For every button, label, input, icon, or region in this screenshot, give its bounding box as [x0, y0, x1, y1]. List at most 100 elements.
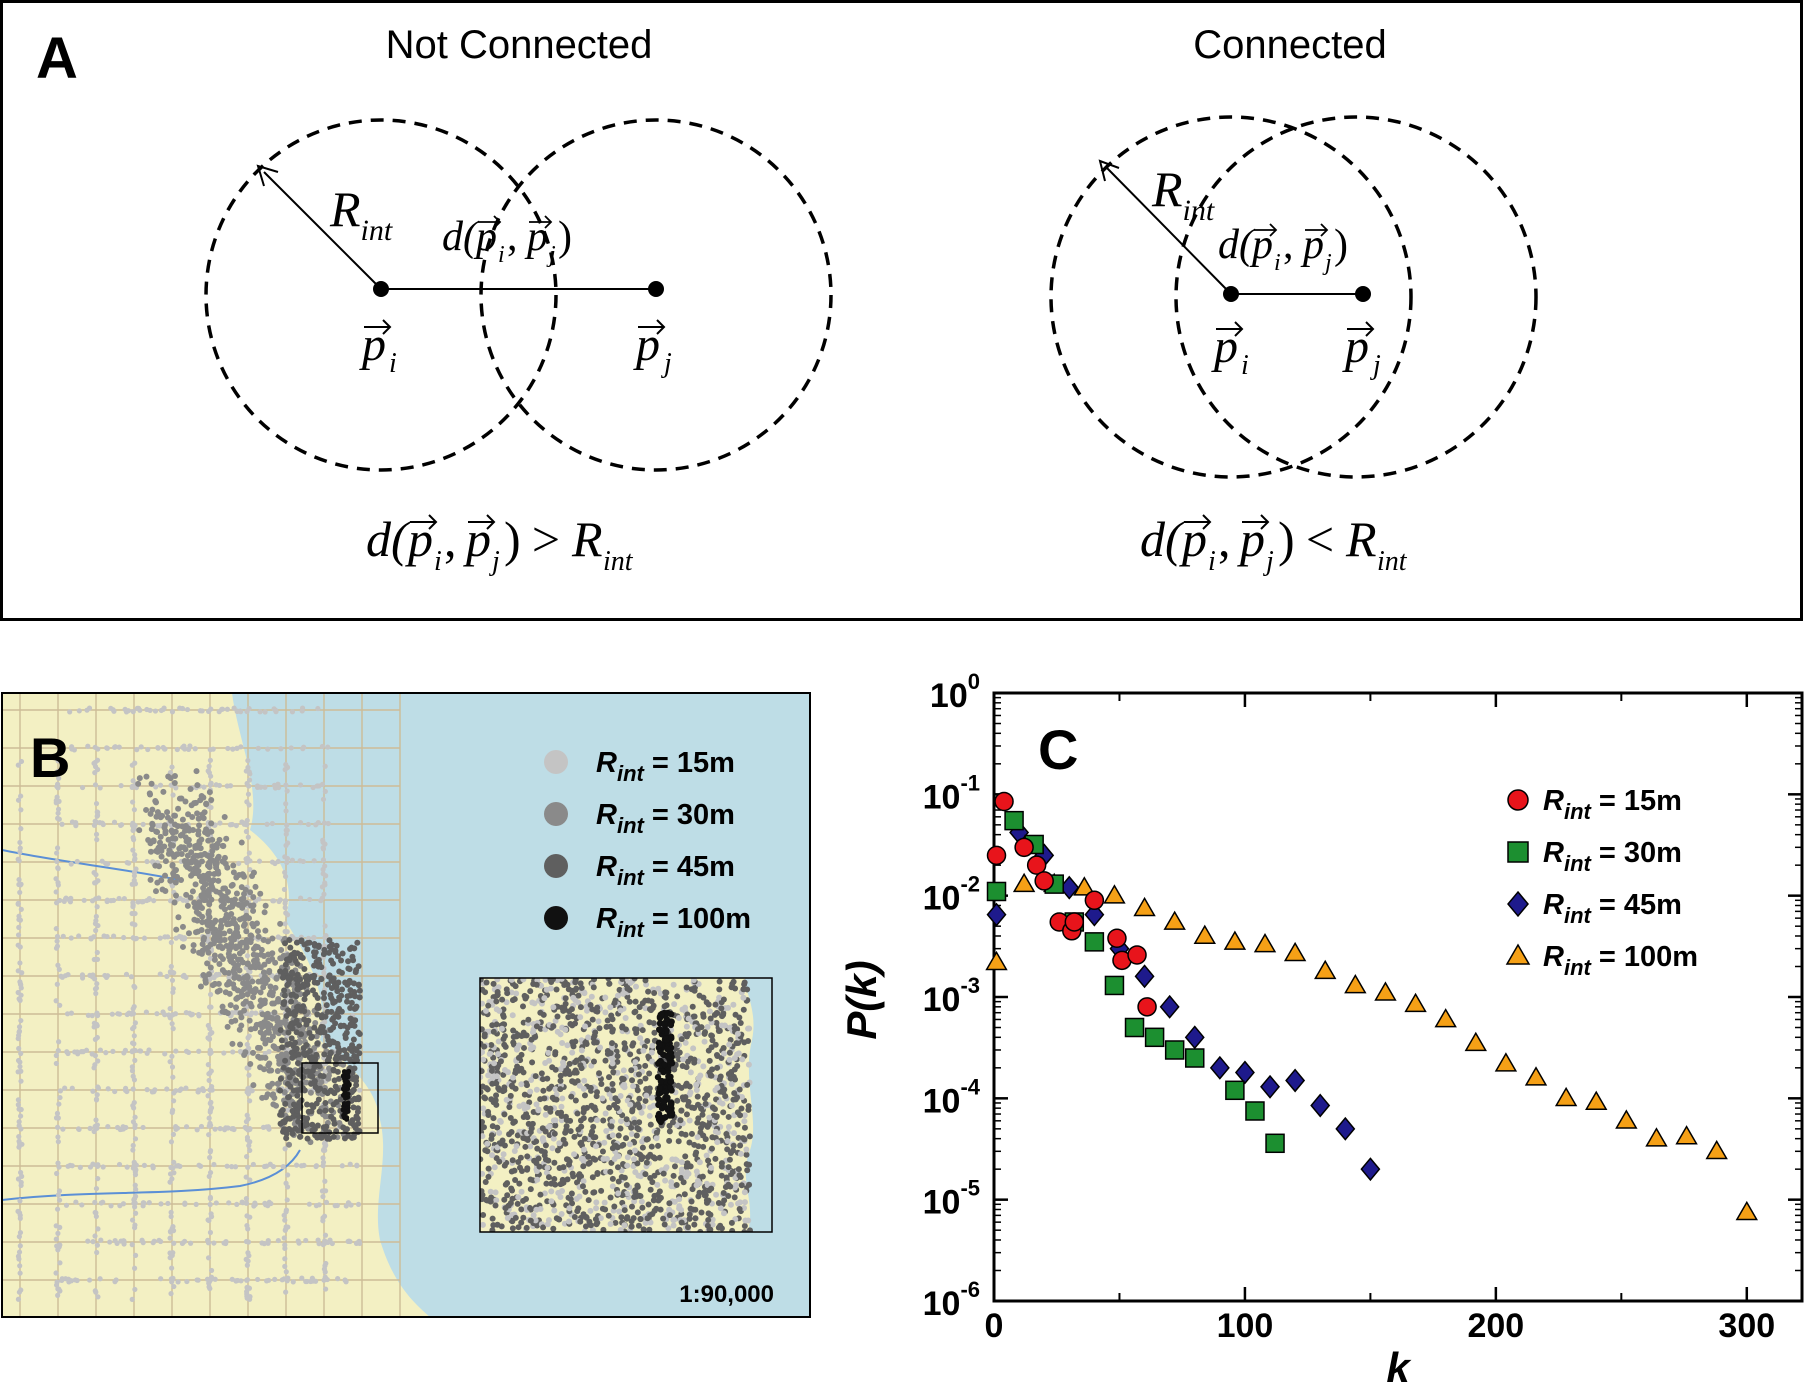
svg-text:p: p: [463, 511, 491, 567]
data-point-diamond: [1209, 1055, 1230, 1080]
data-point-diamond: [1335, 1116, 1356, 1141]
x-tick-label: 300: [1718, 1307, 1775, 1345]
svg-text:>: >: [532, 511, 560, 567]
panel-a-label: A: [36, 26, 78, 91]
svg-text:d(: d(: [442, 214, 480, 260]
data-point-circle: [986, 845, 1007, 866]
data-point-circle: [994, 791, 1014, 812]
svg-text:p: p: [1249, 222, 1273, 268]
legend-label: Rint = 45m: [1543, 889, 1682, 928]
data-point-triangle: [1585, 1090, 1608, 1110]
interaction-circle-j: [1174, 115, 1538, 479]
data-point-triangle: [1253, 933, 1277, 953]
river: [2, 1149, 301, 1201]
panel-a: A Not Connected Connected Rint d( p i , …: [0, 0, 1803, 621]
y-tick-label: 10-2: [923, 872, 980, 918]
point-j-label: p j: [633, 318, 672, 379]
legend-marker-diamond: [1507, 890, 1529, 918]
data-point-diamond: [1134, 964, 1155, 989]
data-point-circle: [1137, 997, 1157, 1017]
panel-c-label: C: [1038, 718, 1078, 781]
radius-label: Rint: [1151, 161, 1215, 227]
map-legend-marker: [544, 906, 568, 930]
data-point-triangle: [1163, 910, 1186, 930]
data-point-triangle: [1615, 1109, 1638, 1129]
svg-text:int: int: [603, 546, 634, 577]
svg-text:i: i: [1208, 546, 1216, 577]
svg-text:p: p: [359, 318, 386, 371]
data-point-square: [1184, 1048, 1205, 1068]
data-point-circle: [1064, 912, 1085, 932]
interaction-circle-j: [479, 118, 833, 472]
map-scale: 1:90,000: [679, 1281, 774, 1308]
point-j-dot: [1355, 286, 1371, 302]
point-j-label: p j: [1342, 320, 1381, 381]
data-point-triangle: [1012, 872, 1036, 893]
data-point-triangle: [1434, 1008, 1457, 1028]
svg-text:): ): [1334, 222, 1348, 268]
map-legend-marker: [544, 802, 568, 826]
data-point-triangle: [1073, 876, 1096, 896]
data-point-square: [1265, 1133, 1285, 1154]
svg-text:): ): [1278, 511, 1295, 567]
svg-text:j: j: [661, 348, 672, 379]
svg-text:p: p: [1179, 511, 1207, 567]
distance-label: d( p i , p j ): [442, 214, 572, 268]
data-point-triangle: [1103, 884, 1126, 904]
data-point-square: [1144, 1027, 1165, 1048]
inset-frame: [479, 977, 773, 1233]
point-j-dot: [648, 281, 664, 297]
data-point-square: [1245, 1101, 1265, 1121]
data-point-triangle: [1735, 1200, 1758, 1221]
svg-text:): ): [504, 511, 521, 567]
plot-frame: [992, 691, 1804, 1303]
map-legend-label: Rint = 30m: [596, 799, 735, 838]
data-point-triangle: [1554, 1086, 1578, 1107]
map-legend-label: Rint = 100m: [596, 903, 751, 942]
svg-text:R: R: [571, 511, 603, 567]
radius-arrow: [263, 171, 382, 290]
svg-text:p: p: [1211, 320, 1238, 373]
y-tick-label: 100: [930, 669, 980, 715]
distance-label: d( p i , p j ): [1218, 222, 1348, 276]
data-point-diamond: [1310, 1093, 1331, 1118]
svg-text:<: <: [1306, 511, 1334, 567]
svg-text:i: i: [498, 242, 505, 268]
x-tick-label: 100: [1217, 1307, 1274, 1345]
y-axis-label: P(k): [838, 960, 885, 1039]
data-point-diamond: [986, 902, 1007, 927]
y-tick-label: 10-4: [923, 1074, 981, 1120]
y-tick-label: 10-3: [923, 973, 980, 1019]
data-point-diamond: [1184, 1025, 1205, 1050]
data-point-square: [1124, 1017, 1145, 1038]
map-legend-marker: [544, 750, 568, 774]
map-legend: Rint = 15m Rint = 30m Rint = 45m Rint = 100…: [544, 747, 751, 942]
data-point-diamond: [1084, 902, 1105, 927]
point-i-dot: [373, 281, 389, 297]
data-point-diamond: [1360, 1157, 1381, 1182]
data-point-triangle: [1494, 1052, 1518, 1072]
data-point-square: [1164, 1040, 1185, 1060]
svg-text:,: ,: [507, 214, 518, 260]
svg-text:p: p: [473, 214, 497, 260]
svg-text:p: p: [405, 511, 433, 567]
legend-marker-triangle: [1505, 943, 1531, 965]
data-point-triangle: [1374, 981, 1397, 1001]
data-point-triangle: [1404, 992, 1427, 1013]
map-legend-label: Rint = 45m: [596, 851, 735, 890]
data-point-diamond: [1285, 1068, 1306, 1093]
svg-text:d(: d(: [1140, 511, 1185, 567]
data-point-triangle: [1193, 924, 1216, 944]
map-legend-label: Rint = 15m: [596, 747, 735, 786]
svg-text:R: R: [1345, 511, 1377, 567]
svg-text:,: ,: [444, 511, 457, 567]
data-point-square: [1225, 1080, 1245, 1101]
not-connected-diagram: Rint d( p i , p j ) p i p j: [204, 118, 833, 577]
data-point-triangle: [985, 950, 1008, 971]
x-axis-label: k: [1386, 1344, 1412, 1391]
radius-arrow: [1105, 166, 1232, 295]
svg-text:p: p: [524, 214, 548, 260]
data-point-triangle: [1314, 959, 1337, 980]
x-tick-label: 0: [985, 1307, 1004, 1345]
connected-diagram: Rint d( p i , p j ) p i p j: [1049, 115, 1538, 577]
